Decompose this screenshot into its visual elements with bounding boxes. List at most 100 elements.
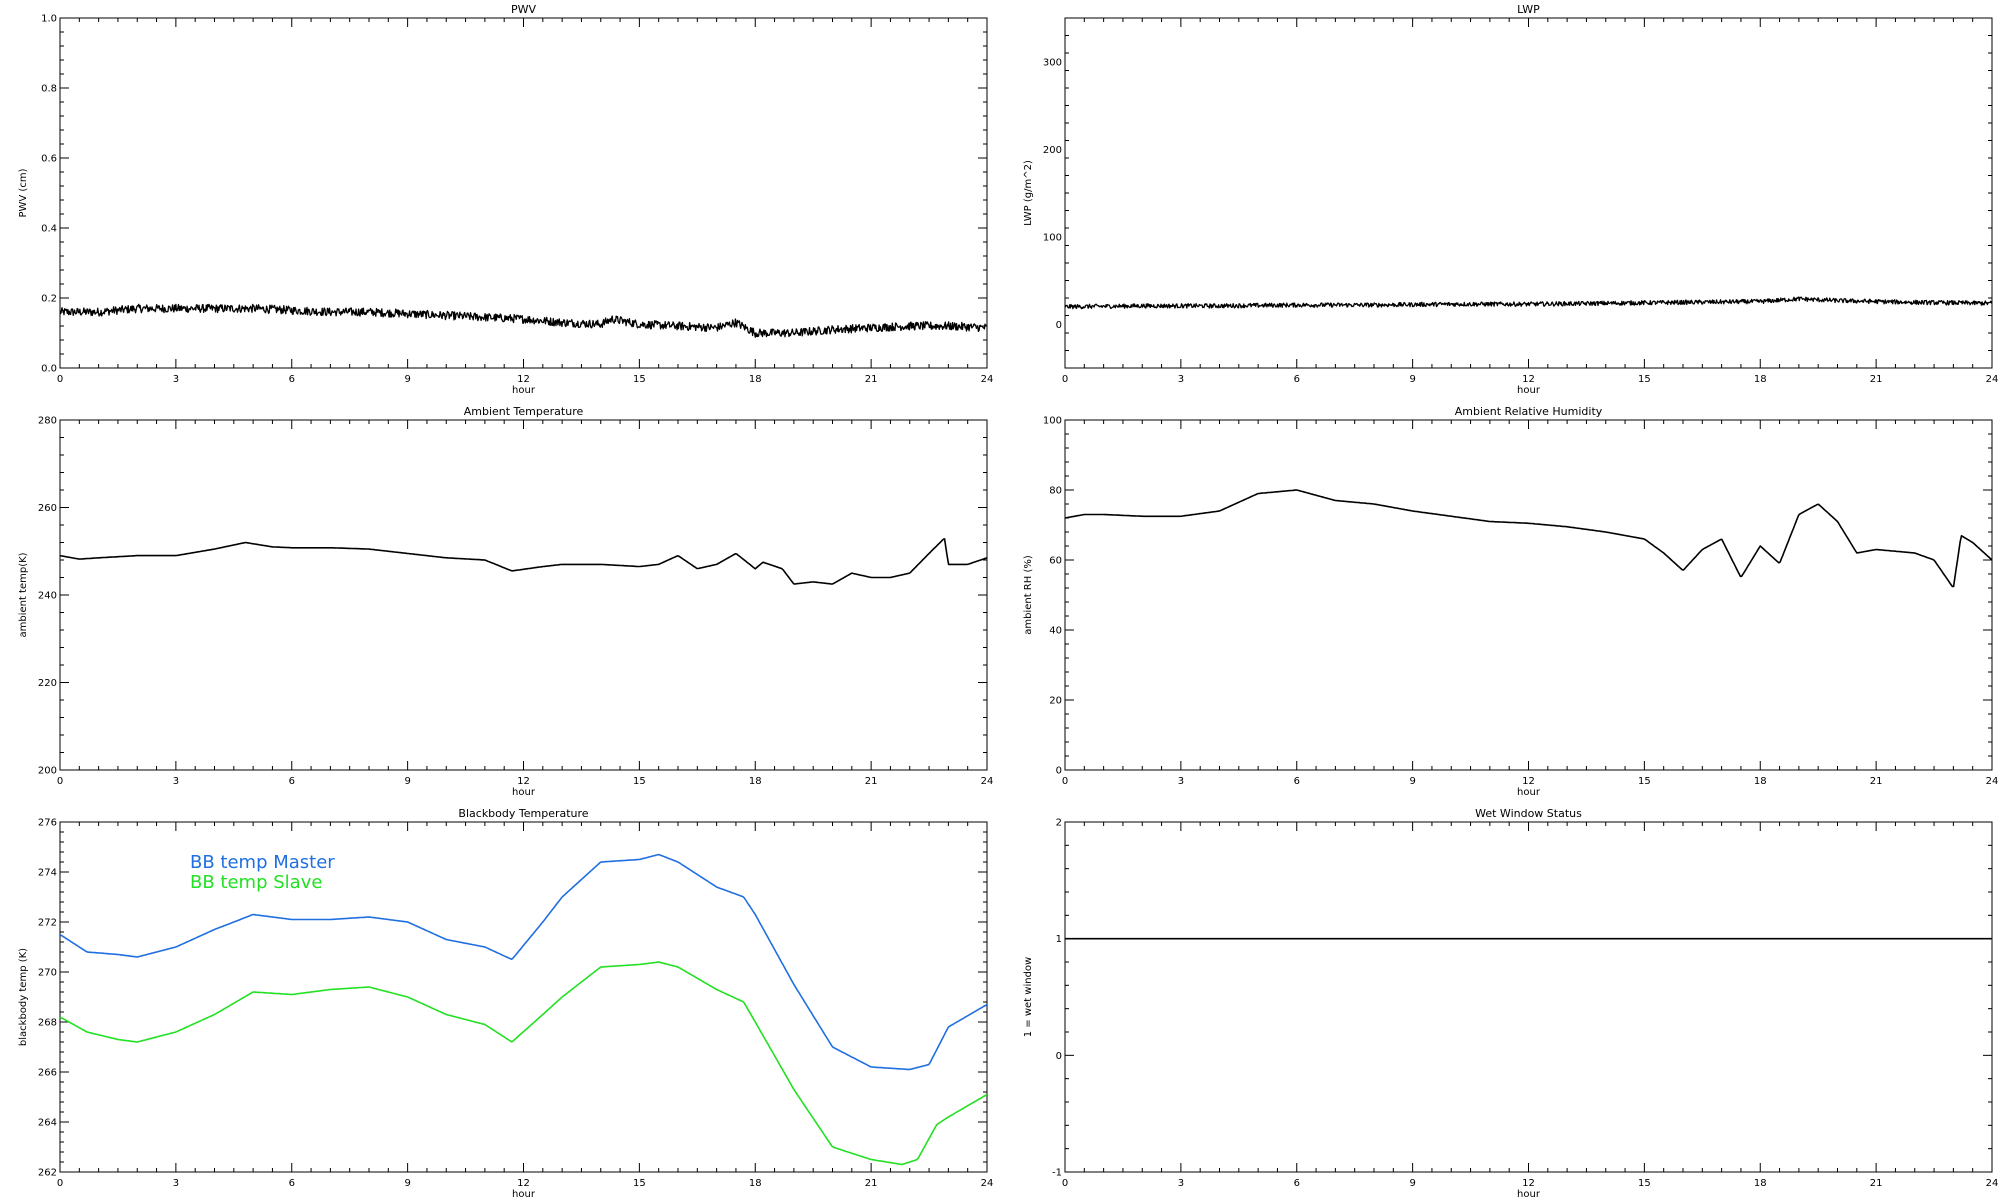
x-ticks xyxy=(1064,420,1993,770)
y-tick-label: -1 xyxy=(1052,1168,1062,1179)
x-axis-label: hour xyxy=(1517,1189,1541,1200)
x-tick-label: 3 xyxy=(1178,776,1184,787)
x-tick-label: 12 xyxy=(1522,776,1535,787)
x-tick-label: 6 xyxy=(1294,776,1300,787)
x-tick-label: 6 xyxy=(1294,1178,1300,1189)
y-ticks xyxy=(60,821,987,1173)
chart-title: LWP xyxy=(1517,3,1540,16)
chart-panel-4: Blackbody Temperature 0 3 6 9 12 15 18 21 24 hour 2… xyxy=(18,807,993,1200)
y-tick-label: 0 xyxy=(1056,766,1062,777)
x-tick-label: 15 xyxy=(1638,776,1651,787)
x-axis-label: hour xyxy=(512,385,536,396)
plot-frame xyxy=(59,419,988,771)
y-tick-label: 200 xyxy=(38,766,57,777)
plot-frame xyxy=(1064,419,1993,771)
x-tick-label: 24 xyxy=(1986,776,1999,787)
y-tick-label: 80 xyxy=(1049,486,1062,497)
x-tick-label: 0 xyxy=(1062,374,1068,385)
y-ticks xyxy=(1065,17,1992,369)
x-tick-label: 18 xyxy=(1754,776,1767,787)
x-ticks xyxy=(1064,18,1993,368)
y-tick-label: 40 xyxy=(1049,626,1062,637)
chart-panel-0: PWV 0 3 6 9 12 15 18 21 24 hour 0.0 0.2 0.4 0.6 0.8 1.0 P… xyxy=(18,3,993,396)
x-tick-label: 3 xyxy=(1178,1178,1184,1189)
legend-entry: BB temp Slave xyxy=(190,872,322,893)
y-ticks xyxy=(60,419,987,771)
x-tick-label: 18 xyxy=(1754,1178,1767,1189)
x-tick-label: 24 xyxy=(981,776,994,787)
x-tick-label: 15 xyxy=(1638,374,1651,385)
y-tick-label: 270 xyxy=(38,968,57,979)
x-tick-label: 15 xyxy=(1638,1178,1651,1189)
x-tick-label: 9 xyxy=(1409,1178,1415,1189)
x-tick-label: 21 xyxy=(1870,776,1883,787)
x-tick-label: 0 xyxy=(1062,1178,1068,1189)
y-tick-label: 0.2 xyxy=(41,294,57,305)
chart-title: PWV xyxy=(511,3,537,16)
x-tick-label: 18 xyxy=(749,776,762,787)
x-tick-label: 9 xyxy=(404,1178,410,1189)
plot-frame xyxy=(59,17,988,369)
y-axis-label: LWP (g/m^2) xyxy=(1023,160,1034,226)
y-tick-label: 1 xyxy=(1056,934,1062,945)
y-ticks xyxy=(1065,419,1992,771)
x-tick-label: 0 xyxy=(1062,776,1068,787)
plot-frame xyxy=(1064,821,1993,1173)
chart-title: Wet Window Status xyxy=(1475,807,1582,820)
y-ticks xyxy=(1065,821,1992,1173)
x-tick-label: 24 xyxy=(981,1178,994,1189)
y-tick-label: 0.8 xyxy=(41,84,57,95)
y-tick-label: 200 xyxy=(1043,145,1062,156)
chart-title: Blackbody Temperature xyxy=(458,807,588,820)
x-tick-label: 18 xyxy=(749,1178,762,1189)
x-tick-label: 6 xyxy=(289,776,295,787)
x-tick-label: 9 xyxy=(404,374,410,385)
chart-title: Ambient Relative Humidity xyxy=(1455,405,1603,418)
series-line-0 xyxy=(60,303,987,338)
x-tick-label: 0 xyxy=(57,776,63,787)
legend-entry: BB temp Master xyxy=(190,852,335,873)
x-axis-label: hour xyxy=(1517,385,1541,396)
chart-title: Ambient Temperature xyxy=(464,405,584,418)
y-tick-label: 268 xyxy=(38,1018,57,1029)
y-axis-label: ambient RH (%) xyxy=(1023,555,1034,635)
x-tick-label: 18 xyxy=(1754,374,1767,385)
y-tick-label: 262 xyxy=(38,1168,57,1179)
y-tick-label: 264 xyxy=(38,1118,57,1129)
y-axis-label: ambient temp(K) xyxy=(18,552,29,637)
y-tick-label: 0.4 xyxy=(41,224,57,235)
y-tick-label: 100 xyxy=(1043,232,1062,243)
y-tick-label: 60 xyxy=(1049,556,1062,567)
x-ticks xyxy=(59,822,988,1172)
series-line-0 xyxy=(1065,489,1992,588)
chart-panel-1: LWP 0 3 6 9 12 15 18 21 24 hour 0 100 200 300 LWP (g/m^… xyxy=(1023,3,1998,396)
x-tick-label: 24 xyxy=(981,374,994,385)
y-tick-label: 20 xyxy=(1049,696,1062,707)
x-axis-label: hour xyxy=(512,787,536,798)
y-tick-label: 1.0 xyxy=(41,14,57,25)
x-tick-label: 18 xyxy=(749,374,762,385)
x-tick-label: 6 xyxy=(289,374,295,385)
y-tick-label: 220 xyxy=(38,678,57,689)
x-tick-label: 0 xyxy=(57,374,63,385)
x-tick-label: 21 xyxy=(865,374,878,385)
y-tick-label: 274 xyxy=(38,868,57,879)
y-tick-label: 0 xyxy=(1056,1051,1062,1062)
y-tick-label: 266 xyxy=(38,1068,57,1079)
x-tick-label: 24 xyxy=(1986,1178,1999,1189)
x-tick-label: 15 xyxy=(633,1178,646,1189)
series-line-1 xyxy=(60,961,987,1166)
x-tick-label: 12 xyxy=(1522,374,1535,385)
y-tick-label: 240 xyxy=(38,591,57,602)
x-axis-label: hour xyxy=(1517,787,1541,798)
x-tick-label: 3 xyxy=(173,776,179,787)
x-tick-label: 9 xyxy=(1409,374,1415,385)
y-tick-label: 276 xyxy=(38,818,57,829)
x-tick-label: 12 xyxy=(517,1178,530,1189)
y-tick-label: 300 xyxy=(1043,57,1062,68)
y-tick-label: 100 xyxy=(1043,416,1062,427)
x-tick-label: 6 xyxy=(1294,374,1300,385)
y-tick-label: 280 xyxy=(38,416,57,427)
chart-panel-3: Ambient Relative Humidity 0 3 6 9 12 15 18 21 24 h… xyxy=(1023,405,1998,798)
x-ticks xyxy=(1064,822,1993,1172)
